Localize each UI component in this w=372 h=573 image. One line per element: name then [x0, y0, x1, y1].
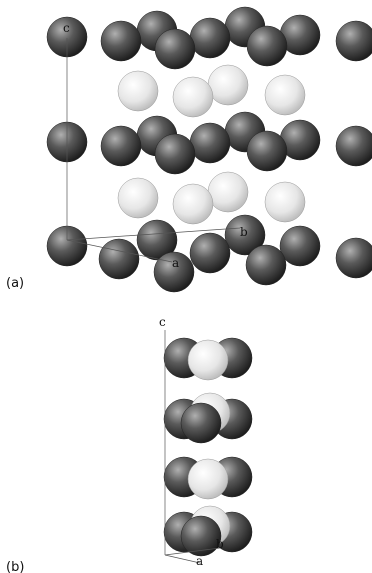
- panel-a-label: (a): [6, 276, 24, 291]
- dark-atom: [189, 122, 231, 164]
- c-axis-label: c: [63, 21, 70, 35]
- panel-a: c a b (a): [6, 6, 372, 293]
- b-axis-label: b: [216, 537, 224, 551]
- light-atom: [207, 64, 249, 106]
- dark-atom: [279, 225, 321, 267]
- panel-b-label: (b): [6, 560, 24, 573]
- light-atom: [172, 183, 214, 225]
- dark-atom: [224, 214, 266, 256]
- light-atom: [187, 458, 229, 500]
- panel-a-axes: c a b: [63, 21, 248, 270]
- light-atom: [264, 181, 306, 223]
- dark-atom: [153, 251, 195, 293]
- light-atom: [117, 70, 159, 112]
- dark-atom: [335, 237, 372, 279]
- panel-b-axes: c a b: [159, 315, 224, 568]
- light-atom: [207, 171, 249, 213]
- dark-atom: [100, 20, 142, 62]
- dark-atom: [180, 402, 222, 444]
- dark-atom: [245, 244, 287, 286]
- dark-atom: [136, 219, 178, 261]
- dark-atom: [98, 238, 140, 280]
- dark-atom: [189, 17, 231, 59]
- light-atom: [264, 74, 306, 116]
- light-atom: [187, 339, 229, 381]
- panel-b: c a b (b): [6, 315, 253, 573]
- a-axis-line: [164, 554, 201, 564]
- dark-atom: [335, 20, 372, 62]
- dark-atom: [154, 133, 196, 175]
- panel-a-atoms: [46, 6, 372, 293]
- dark-atom: [246, 25, 288, 67]
- light-atom: [172, 76, 214, 118]
- b-axis-line: [66, 227, 241, 241]
- b-axis-label: b: [240, 225, 248, 239]
- a-axis-label: a: [172, 256, 179, 270]
- dark-atom: [180, 515, 222, 557]
- dark-atom: [189, 232, 231, 274]
- dark-atom: [246, 130, 288, 172]
- c-axis-label: c: [159, 315, 166, 329]
- dark-atom: [335, 125, 372, 167]
- light-atom: [117, 177, 159, 219]
- panel-b-atoms: [163, 337, 253, 557]
- b-axis-line: [164, 547, 221, 556]
- dark-atom: [154, 28, 196, 70]
- dark-atom: [100, 125, 142, 167]
- a-axis-label: a: [196, 554, 203, 568]
- a-axis-line: [66, 239, 173, 263]
